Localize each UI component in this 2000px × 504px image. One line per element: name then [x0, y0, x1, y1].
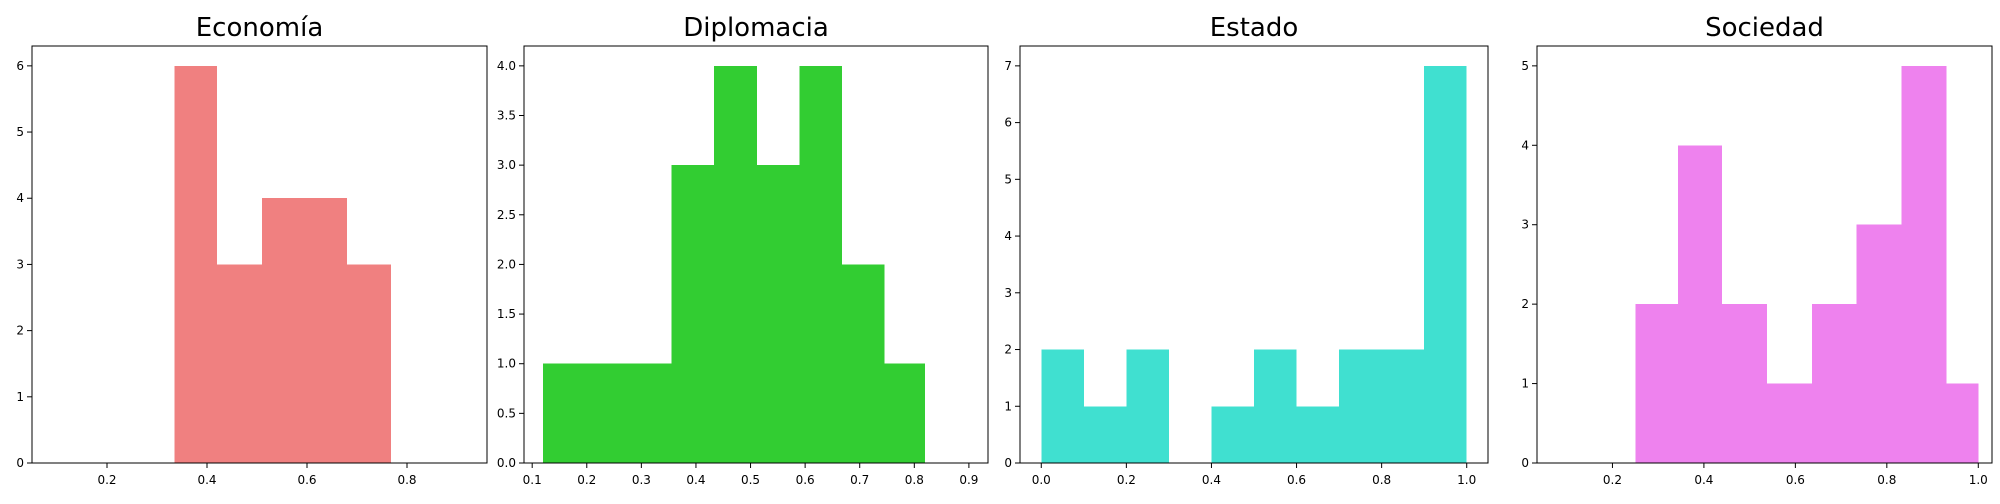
histogram-bar	[1296, 406, 1340, 463]
x-tick-label: 0.2	[97, 473, 116, 487]
histogram-bar	[1635, 304, 1678, 463]
x-tick-label: 0.8	[397, 473, 416, 487]
histogram-bar	[1901, 65, 1947, 463]
y-tick-label: 5	[1004, 172, 1012, 186]
y-tick-label: 3	[1004, 286, 1012, 300]
x-tick-label: 0.6	[1786, 473, 1805, 487]
x-tick-label: 0.2	[1603, 473, 1622, 487]
y-tick-label: 6	[16, 59, 24, 73]
histogram-bar	[1083, 406, 1127, 463]
x-tick-label: 0.4	[686, 473, 705, 487]
histogram-bar	[1339, 349, 1382, 463]
x-tick-label: 0.8	[1877, 473, 1896, 487]
histogram-bar	[1381, 349, 1425, 463]
x-tick-label: 0.2	[1117, 473, 1136, 487]
x-tick-label: 0.6	[1287, 473, 1306, 487]
y-tick-label: 0	[1521, 456, 1529, 470]
histogram-bar	[1254, 349, 1297, 463]
y-tick-label: 4	[1521, 138, 1529, 152]
histogram-bar	[262, 198, 305, 463]
x-tick-label: 0.4	[1202, 473, 1221, 487]
y-tick-label: 0.5	[497, 406, 516, 420]
chart-title: Estado	[1210, 13, 1299, 43]
x-tick-label: 0.8	[1372, 473, 1391, 487]
histogram-bar	[671, 165, 714, 463]
y-tick-label: 5	[16, 125, 24, 139]
subplot-3: 0.0 0.2 0.4 0.6 0.8 1.0 0 1 2 3 4 5 6 7 Estado	[1004, 13, 1489, 487]
y-tick-label: 2	[16, 324, 24, 338]
axes-frame	[523, 45, 989, 464]
x-tick-label: 0.5	[741, 473, 760, 487]
histogram-bar	[1041, 349, 1084, 463]
subplot-2: 0.1 0.2 0.3 0.4 0.5 0.6 0.7 0.8 0.9 0.0 0.5 1.0 1.5 2…	[497, 13, 989, 487]
histogram-bar	[1811, 304, 1857, 463]
y-tick-label: 0.0	[497, 456, 516, 470]
y-tick-label: 1.5	[497, 307, 516, 321]
x-tick-label: 0.0	[1032, 473, 1051, 487]
x-tick-label: 1.0	[1969, 473, 1988, 487]
y-tick-label: 0	[16, 456, 24, 470]
y-tick-label: 4.0	[497, 59, 516, 73]
y-tick-label: 4	[16, 191, 24, 205]
histogram-bar	[217, 264, 262, 463]
y-tick-label: 5	[1521, 59, 1529, 73]
histogram-bar	[304, 198, 347, 463]
histogram-bar	[1767, 383, 1812, 463]
histogram-bar	[585, 363, 629, 463]
x-tick-label: 0.3	[632, 473, 651, 487]
subplot-1: 0.2 0.4 0.6 0.8 0 1 2 3 4 5 6 Economía	[16, 13, 488, 487]
histogram-bar	[842, 264, 885, 463]
y-tick-label: 7	[1004, 59, 1012, 73]
x-tick-label: 0.7	[850, 473, 869, 487]
x-tick-label: 0.1	[523, 473, 542, 487]
y-tick-label: 2.0	[497, 257, 516, 271]
y-tick-label: 1	[1521, 377, 1529, 391]
x-tick-label: 0.8	[905, 473, 924, 487]
histogram-bar	[884, 363, 926, 463]
x-tick-label: 0.4	[197, 473, 216, 487]
y-tick-label: 3.0	[497, 158, 516, 172]
histogram-bar	[1211, 406, 1254, 463]
y-tick-label: 3	[16, 257, 24, 271]
histogram-bar	[1722, 304, 1768, 463]
histogram-bar	[1856, 224, 1902, 463]
axes-frame	[31, 45, 488, 464]
histogram-bar	[174, 65, 217, 463]
y-tick-label: 3.5	[497, 109, 516, 123]
histogram-bar	[1946, 383, 1979, 463]
y-tick-label: 0	[1004, 456, 1012, 470]
y-tick-label: 2	[1521, 297, 1529, 311]
y-tick-label: 6	[1004, 116, 1012, 130]
histogram-bar	[347, 264, 391, 463]
y-tick-label: 1.0	[497, 357, 516, 371]
y-tick-label: 1	[16, 390, 24, 404]
histogram-bar	[1677, 145, 1723, 464]
axes-frame	[1536, 45, 1993, 464]
histogram-bar	[1424, 65, 1467, 463]
histogram-bar	[628, 363, 672, 463]
chart-title: Sociedad	[1705, 13, 1824, 43]
x-tick-label: 0.6	[297, 473, 316, 487]
chart-title: Diplomacia	[683, 13, 829, 43]
y-tick-label: 4	[1004, 229, 1012, 243]
histogram-bar	[757, 165, 800, 463]
y-tick-label: 3	[1521, 218, 1529, 232]
chart-title: Economía	[196, 13, 324, 43]
y-tick-label: 1	[1004, 399, 1012, 413]
histogram-bar	[1126, 349, 1169, 463]
x-tick-label: 0.6	[796, 473, 815, 487]
x-tick-label: 0.2	[577, 473, 596, 487]
x-tick-label: 0.4	[1694, 473, 1713, 487]
y-tick-label: 2.5	[497, 208, 516, 222]
y-tick-label: 2	[1004, 343, 1012, 357]
subplot-4: 0.2 0.4 0.6 0.8 1.0 0 1 2 3 4 5 Sociedad	[1521, 13, 1993, 487]
x-tick-label: 0.9	[959, 473, 978, 487]
histogram-bar	[713, 65, 758, 463]
histogram-bar	[799, 65, 843, 463]
x-tick-label: 1.0	[1457, 473, 1476, 487]
axes-frame	[1019, 45, 1489, 464]
histogram-bar	[543, 363, 586, 463]
